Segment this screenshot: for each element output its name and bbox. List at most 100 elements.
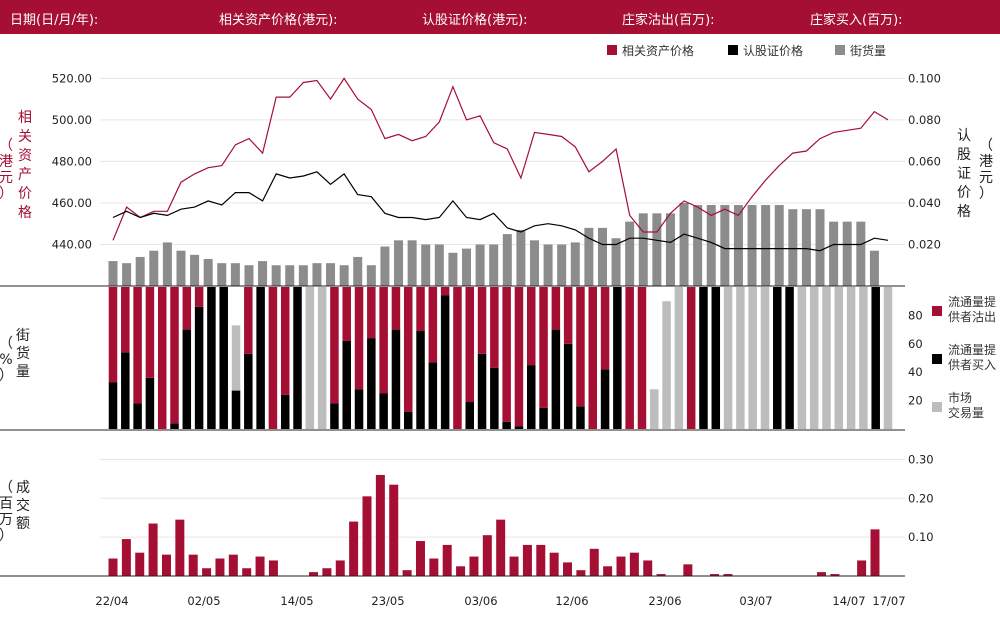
outstanding-bar — [761, 205, 771, 286]
outstanding-bar — [366, 265, 376, 286]
lp-buy-bar — [133, 403, 142, 429]
market-volume-bar — [305, 287, 315, 429]
y-right-tick-label: 0.100 — [908, 71, 941, 85]
lp-buy-bar — [108, 382, 118, 429]
turnover-bar — [202, 568, 212, 576]
lp-buy-bar — [773, 287, 782, 429]
y-right-axis-unit: （港元） — [979, 138, 993, 202]
turnover-bar — [710, 574, 720, 576]
turnover-bar — [482, 535, 492, 576]
outstanding-bar — [394, 240, 404, 286]
turnover-bar — [469, 556, 479, 576]
market-volume-bar — [317, 287, 327, 429]
outstanding-bar — [801, 209, 811, 286]
outstanding-bar — [149, 250, 159, 286]
lp-sell-bar — [527, 287, 536, 366]
turnover-bar — [830, 574, 840, 576]
turnover-bar — [362, 496, 372, 576]
y3-tick-label: 0.30 — [908, 452, 934, 466]
outstanding-bar — [597, 227, 607, 286]
outstanding-bar — [339, 265, 349, 286]
outstanding-bar — [353, 256, 363, 286]
lp-buy-bar — [293, 287, 302, 429]
outstanding-bar — [380, 246, 390, 286]
outstanding-bar — [815, 209, 825, 286]
turnover-bar — [576, 570, 586, 576]
lp-sell-bar — [563, 287, 573, 344]
header-asset-price-label: 相关资产价格(港元): — [219, 13, 338, 28]
turnover-bar — [148, 523, 158, 576]
outstanding-bar — [285, 265, 295, 286]
turnover-bar — [536, 544, 546, 576]
market-volume-bar — [797, 287, 807, 429]
outstanding-bar — [720, 205, 730, 286]
outstanding-bar — [162, 242, 172, 286]
lp-buy-bar — [367, 338, 376, 429]
turnover-bar — [870, 529, 880, 576]
y2-axis-unit: （%） — [0, 336, 13, 384]
lp-buy-bar — [354, 389, 364, 429]
legend-swatch — [835, 45, 845, 55]
turnover-bar — [563, 562, 573, 576]
legend2-label-line2: 供者沽出 — [948, 310, 996, 324]
lp-buy-bar — [182, 329, 192, 429]
lp-buy-bar — [145, 377, 155, 429]
lp-buy-bar — [477, 353, 487, 429]
outstanding-bar — [842, 221, 852, 286]
lp-sell-bar — [145, 287, 155, 378]
lp-buy-bar — [342, 340, 351, 429]
lp-buy-bar — [416, 331, 425, 429]
lp-buy-bar — [514, 426, 524, 429]
y-right-axis-title: 认股证价格 — [957, 128, 971, 220]
x-tick-label: 03/07 — [739, 594, 772, 608]
y-left-tick-label: 460.00 — [52, 196, 92, 210]
lp-sell-bar — [625, 287, 634, 429]
lp-buy-bar — [219, 287, 228, 429]
y2-tick-label: 40 — [908, 365, 923, 379]
lp-sell-bar — [391, 287, 401, 330]
turnover-bar — [442, 544, 452, 576]
outstanding-bar — [475, 244, 485, 286]
outstanding-bar — [421, 244, 431, 286]
outstanding-bar — [434, 244, 444, 286]
legend2-label-line1: 流通量提 — [948, 294, 996, 309]
lp-sell-bar — [403, 287, 413, 412]
lp-sell-bar — [121, 287, 130, 353]
outstanding-bar — [217, 263, 227, 286]
lp-sell-bar — [477, 287, 487, 354]
lp-sell-bar — [379, 287, 388, 394]
turnover-bar — [429, 558, 439, 576]
market-volume-bar — [760, 287, 770, 429]
lp-buy-bar — [563, 343, 573, 429]
x-tick-label: 14/05 — [280, 594, 313, 608]
legend-label: 相关资产价格 — [622, 43, 694, 58]
outstanding-bar — [326, 263, 336, 286]
turnover-bar — [228, 554, 238, 576]
lp-sell-bar — [551, 287, 561, 330]
x-tick-label: 02/05 — [187, 594, 220, 608]
legend2-label-line1: 流通量提 — [948, 342, 996, 357]
turnover-bar — [309, 572, 319, 576]
y2-axis-title: 街货量 — [16, 328, 30, 380]
outstanding-bar — [407, 240, 417, 286]
x-tick-label: 14/07 — [832, 594, 865, 608]
legend-label: 认股证价格 — [743, 43, 803, 58]
x-tick-label: 17/07 — [872, 594, 905, 608]
header-mm-buy-label: 庄家买入(百万): — [810, 13, 903, 28]
lp-buy-bar — [391, 329, 401, 429]
outstanding-bar — [693, 205, 703, 286]
turnover-bar — [121, 539, 131, 576]
lp-sell-bar — [600, 287, 610, 370]
lp-sell-bar — [576, 287, 585, 407]
turnover-bar — [135, 552, 145, 576]
turnover-bar — [322, 568, 332, 576]
lp-buy-bar — [539, 407, 548, 429]
outstanding-bar — [774, 205, 784, 286]
lp-sell-bar — [588, 287, 598, 429]
market-volume-bar — [822, 287, 831, 429]
turnover-bar — [589, 548, 599, 576]
lp-buy-bar — [502, 421, 511, 429]
turnover-bar — [242, 568, 252, 576]
x-tick-label: 12/06 — [555, 594, 588, 608]
turnover-bar — [656, 574, 666, 576]
